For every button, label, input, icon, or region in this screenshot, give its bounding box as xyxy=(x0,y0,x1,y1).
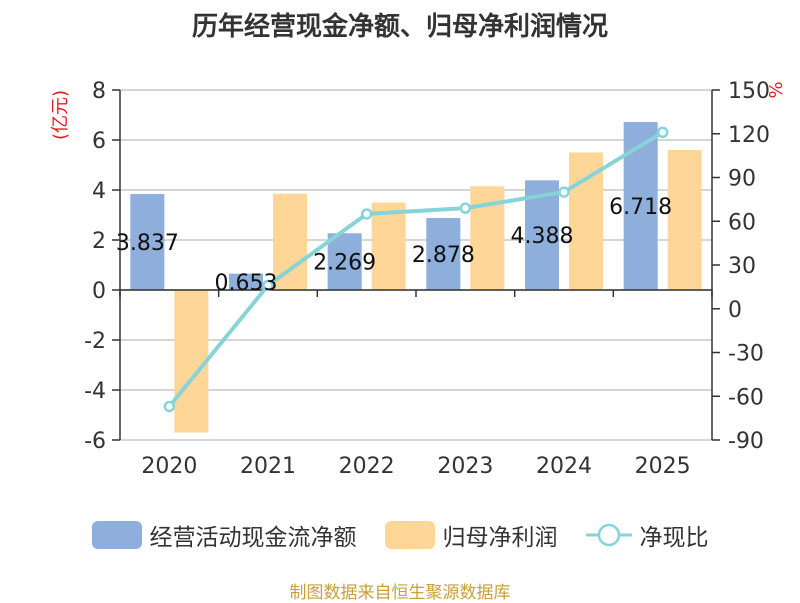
bar-value-label-2022: 2.269 xyxy=(313,251,376,276)
legend: 经营活动现金流净额 归母净利润 净现比 xyxy=(0,518,800,552)
ratio-point-2022 xyxy=(360,208,373,220)
ratio-point-2021 xyxy=(262,279,274,292)
bar-profit-2021 xyxy=(273,193,307,290)
x-tick-label-2021: 2021 xyxy=(240,454,296,479)
right-tick-label: 150 xyxy=(728,79,770,104)
bar-profit-2022 xyxy=(371,202,406,290)
bar-value-label-2023: 2.878 xyxy=(412,243,475,268)
x-tick-label-2022: 2022 xyxy=(339,454,395,479)
left-tick-label: 8 xyxy=(92,79,106,104)
legend-label-ratio: 净现比 xyxy=(639,525,709,551)
bar-profit-2024 xyxy=(569,152,603,290)
legend-item-cash[interactable]: 经营活动现金流净额 xyxy=(91,518,357,552)
right-tick-label: -60 xyxy=(728,385,764,410)
ratio-point-2020 xyxy=(163,400,176,413)
source-note: 制图数据来自恒生聚源数据库 xyxy=(289,583,511,603)
x-tick-label-2023: 2023 xyxy=(437,454,493,479)
left-tick-label: 2 xyxy=(92,229,106,254)
chart-title: 历年经营现金净额、归母净利润情况 xyxy=(191,12,608,42)
left-tick-label: -6 xyxy=(84,429,106,454)
x-tick-label-2025: 2025 xyxy=(635,454,691,479)
left-tick-label: 0 xyxy=(92,279,106,304)
right-tick-label: 30 xyxy=(728,254,756,279)
legend-item-profit[interactable]: 归母净利润 xyxy=(384,518,558,552)
bar-value-label-2020: 3.837 xyxy=(116,231,179,256)
right-tick-label: 120 xyxy=(728,123,770,148)
right-axis-unit: % xyxy=(766,81,787,98)
right-tick-label: 60 xyxy=(728,210,756,235)
left-tick-label: 4 xyxy=(92,179,106,204)
left-tick-label: 6 xyxy=(92,129,106,154)
right-tick-label: 0 xyxy=(728,298,742,323)
ratio-line xyxy=(167,130,664,408)
left-tick-label: -2 xyxy=(84,329,106,354)
bar-profit-2025 xyxy=(667,150,702,290)
left-tick-label: -4 xyxy=(84,379,106,404)
right-tick-label: 90 xyxy=(728,167,756,192)
right-tick-label: -90 xyxy=(728,429,764,454)
x-tick-label-2024: 2024 xyxy=(536,454,592,479)
legend-swatch-profit xyxy=(384,521,435,549)
legend-label-profit: 归母净利润 xyxy=(442,525,558,551)
bar-profit-2020 xyxy=(174,290,209,433)
bar-cash-2022 xyxy=(327,233,362,290)
bar-value-label-2025: 6.718 xyxy=(609,195,672,220)
legend-swatch-ratio xyxy=(585,523,632,547)
bar-cash-2021 xyxy=(229,273,263,290)
ratio-point-2024 xyxy=(558,186,570,198)
bar-value-label-2021: 0.653 xyxy=(215,271,278,296)
bar-cash-2020 xyxy=(130,194,165,290)
left-axis-unit: (亿元) xyxy=(50,90,71,140)
legend-item-ratio[interactable]: 净现比 xyxy=(585,518,709,552)
bar-cash-2025 xyxy=(623,122,658,290)
bar-value-label-2024: 4.388 xyxy=(511,224,574,249)
legend-ratio-marker xyxy=(597,523,620,547)
ratio-point-2025 xyxy=(656,126,669,139)
legend-swatch-cash xyxy=(91,521,142,549)
bar-cash-2023 xyxy=(426,218,461,290)
right-tick-label: -30 xyxy=(728,342,764,367)
x-tick-label-2020: 2020 xyxy=(141,454,197,479)
ratio-point-2023 xyxy=(459,202,472,214)
legend-label-cash: 经营活动现金流净额 xyxy=(149,525,357,551)
